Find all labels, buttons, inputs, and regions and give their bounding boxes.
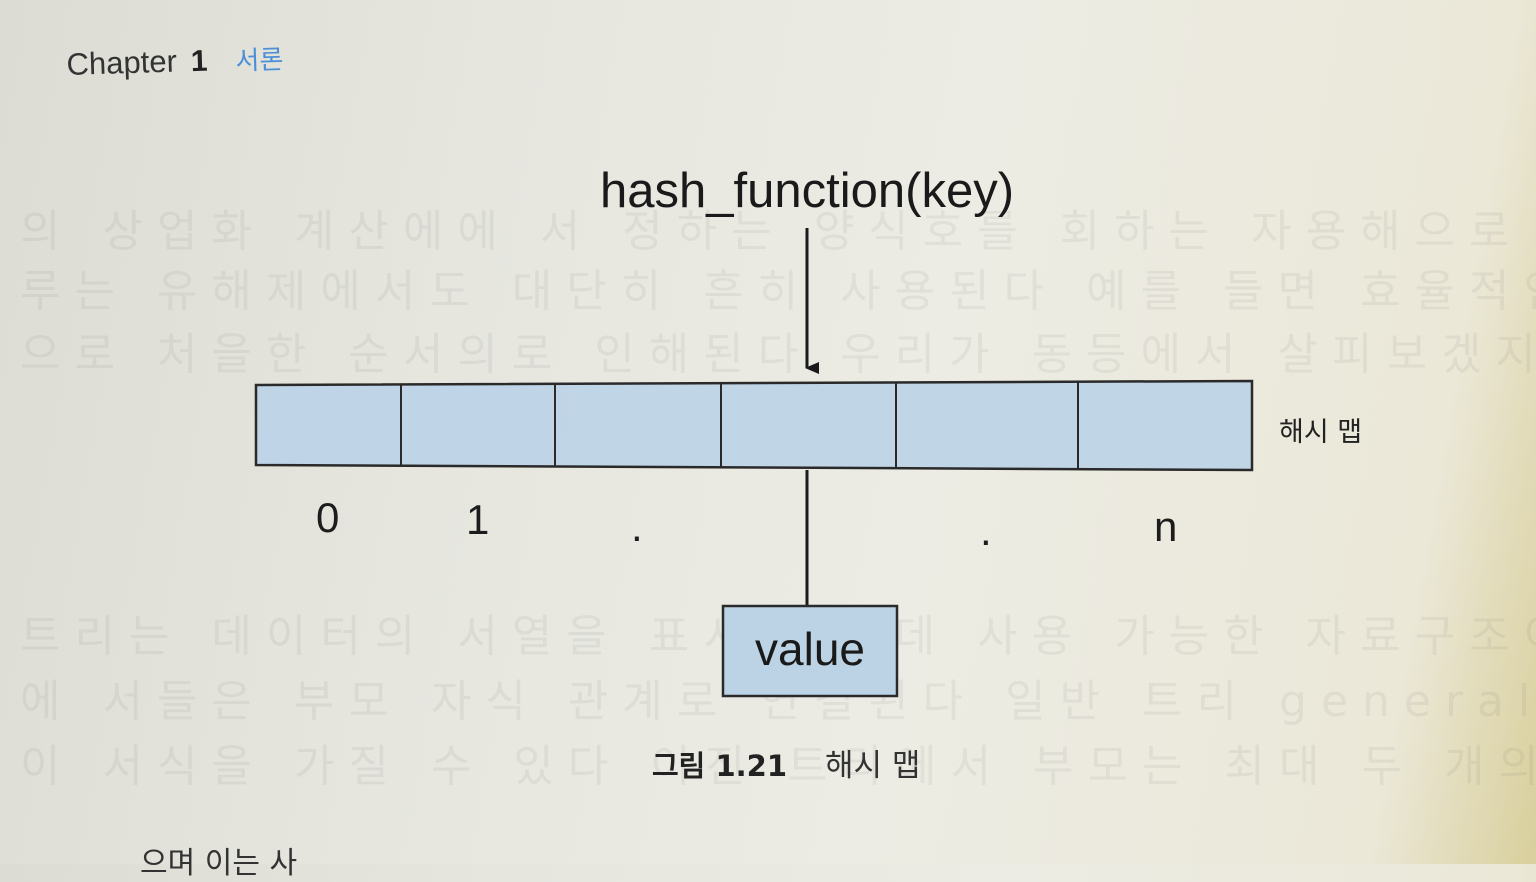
bleed-through-text: 루는 유해제에서도 대단히 흔히 사용된다 예를 들면 효율적인 방법 xyxy=(20,266,1536,317)
hash-map-label: 해시 맵 xyxy=(1279,417,1363,448)
slot-index-ellipsis: . xyxy=(980,507,992,554)
slot-index-ellipsis: . xyxy=(631,503,643,550)
value-box xyxy=(721,604,899,698)
bleed-through-text: 으로 처을한 순서의로 인해된다 우리가 동등에서 살피보겠지만 수행 xyxy=(20,329,1536,380)
bleed-through-text: 의 상업화 계산에에 서 정하는 양식호를 회하는 자용해으로 고에이 xyxy=(20,206,1536,257)
bleed-through-text: 이 서식을 가질 수 있다 이진 트리에서 부모는 최대 두 개의 자식 xyxy=(20,741,1536,792)
figure-number: 그림 1.21 xyxy=(652,749,788,783)
value-label: value xyxy=(755,623,865,675)
hash-function-label: hash_function(key) xyxy=(600,164,1015,218)
slot-index-1: 1 xyxy=(466,496,490,543)
slot-index-n: n xyxy=(1154,503,1178,550)
array-body xyxy=(254,379,1254,472)
hash-map-array xyxy=(254,379,1254,472)
slot-index-0: 0 xyxy=(316,494,340,541)
figure-caption: 그림 1.21 해시 맵 xyxy=(652,740,920,785)
body-text-fragment: 으며 이는 사 xyxy=(140,846,298,881)
figure-title: 해시 맵 xyxy=(825,748,921,784)
hash-map-diagram xyxy=(254,228,1254,698)
